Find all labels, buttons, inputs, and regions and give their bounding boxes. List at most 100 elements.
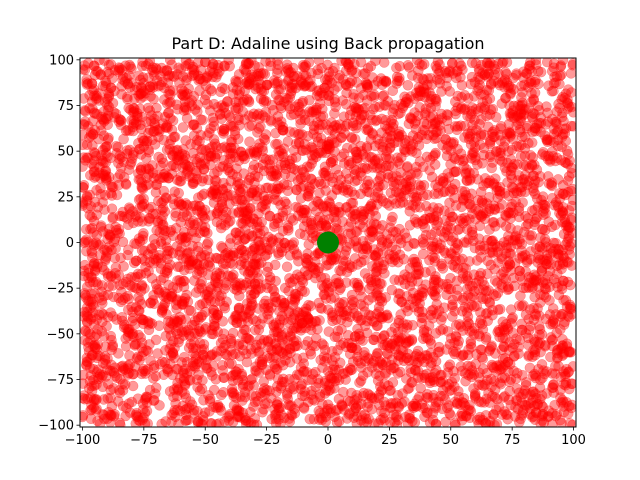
red-point <box>118 133 129 145</box>
red-point <box>203 259 214 271</box>
red-point <box>547 303 559 314</box>
red-point <box>113 269 125 281</box>
red-point <box>175 216 187 228</box>
red-point <box>532 100 544 112</box>
red-point <box>505 304 517 315</box>
red-point <box>417 216 428 227</box>
red-point <box>183 329 195 340</box>
red-point <box>181 168 192 179</box>
red-point <box>554 207 565 219</box>
red-point <box>215 86 226 98</box>
red-point <box>193 283 205 294</box>
red-point <box>258 376 269 387</box>
red-point <box>392 156 403 167</box>
red-point <box>460 168 472 180</box>
red-point <box>497 156 508 167</box>
red-point <box>127 315 138 327</box>
red-point <box>132 110 143 122</box>
red-point <box>485 259 497 271</box>
red-point <box>385 385 396 396</box>
red-point <box>264 154 275 166</box>
red-point <box>374 138 385 150</box>
red-point <box>561 219 573 231</box>
red-point <box>259 68 271 80</box>
red-point <box>407 377 418 388</box>
red-point <box>168 230 179 242</box>
red-point <box>178 200 190 212</box>
red-point <box>548 128 560 140</box>
red-point <box>540 291 552 303</box>
red-point <box>275 145 286 156</box>
red-point <box>539 233 551 245</box>
red-point <box>277 124 288 136</box>
red-point <box>362 186 373 197</box>
red-point <box>378 330 390 342</box>
red-point <box>128 125 139 137</box>
red-point <box>375 386 387 397</box>
red-point <box>195 418 207 427</box>
red-point <box>520 328 532 339</box>
red-point <box>374 173 386 185</box>
red-point <box>547 382 558 393</box>
red-point <box>203 390 214 401</box>
red-point <box>253 236 264 247</box>
red-point <box>144 81 156 92</box>
red-point <box>205 351 216 362</box>
red-point <box>200 322 212 333</box>
red-point <box>492 58 504 70</box>
red-point <box>444 86 455 97</box>
red-point <box>120 276 132 288</box>
red-point <box>226 134 237 146</box>
red-point <box>387 256 398 268</box>
red-point <box>564 249 575 260</box>
red-point <box>131 238 142 250</box>
red-point <box>275 102 287 114</box>
red-point <box>530 407 542 419</box>
red-point <box>139 135 150 147</box>
red-point <box>158 302 169 314</box>
red-point <box>202 130 213 141</box>
red-point <box>231 366 242 377</box>
red-point <box>329 252 341 263</box>
red-point <box>195 311 207 323</box>
red-point <box>402 162 413 173</box>
red-point <box>235 278 246 289</box>
red-point <box>406 276 418 287</box>
red-point <box>138 363 149 375</box>
red-point <box>535 66 547 78</box>
red-point <box>547 113 558 125</box>
red-point <box>422 407 433 418</box>
red-point <box>140 393 152 404</box>
red-point <box>182 88 193 100</box>
red-point <box>245 406 256 418</box>
red-point <box>161 363 173 375</box>
red-point <box>505 223 516 234</box>
red-point <box>171 315 183 327</box>
red-point <box>363 203 374 215</box>
red-point <box>554 193 566 205</box>
red-point <box>484 224 495 235</box>
red-point <box>530 125 541 137</box>
red-point <box>317 200 329 212</box>
red-point <box>177 89 189 101</box>
red-point <box>115 119 127 131</box>
red-point <box>457 253 468 265</box>
red-point <box>120 179 132 190</box>
red-point <box>137 230 149 242</box>
red-point <box>525 397 537 409</box>
red-point <box>177 122 189 133</box>
red-point <box>288 108 300 120</box>
red-point <box>253 258 265 270</box>
red-point <box>163 107 174 119</box>
red-point <box>182 414 194 426</box>
red-point <box>466 109 477 120</box>
red-point <box>264 271 276 283</box>
red-point <box>406 334 418 345</box>
red-point <box>420 279 431 290</box>
red-point <box>243 228 255 240</box>
red-point <box>386 326 397 338</box>
red-point <box>86 385 98 397</box>
red-point <box>400 302 411 313</box>
red-point <box>249 258 260 269</box>
red-point <box>316 62 327 74</box>
